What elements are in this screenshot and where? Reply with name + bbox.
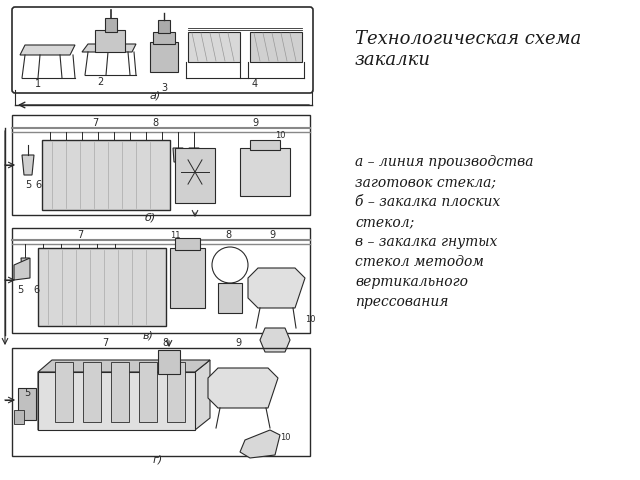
Polygon shape [21,258,29,270]
Polygon shape [189,148,199,162]
Bar [12,228,310,333]
Polygon shape [20,45,75,55]
Text: 5: 5 [25,180,31,190]
Bar [95,30,125,52]
Bar [175,238,200,250]
Bar [83,362,101,422]
Bar [167,362,185,422]
Polygon shape [45,148,55,162]
Text: а – линия производства
заготовок стекла;
б – закалка плоских
стекол;
в – закалка: а – линия производства заготовок стекла;… [355,155,534,309]
Text: 3: 3 [161,83,167,93]
Polygon shape [93,148,103,162]
Text: 5: 5 [24,388,30,398]
Bar [240,148,290,196]
Text: 10: 10 [305,315,316,324]
Bar [170,248,205,308]
Bar [18,388,36,420]
Polygon shape [77,148,87,162]
Text: 6: 6 [33,285,39,295]
Text: б): б) [145,213,156,223]
Polygon shape [57,258,65,270]
Text: в): в) [143,331,154,341]
Polygon shape [141,148,151,162]
Bar [158,350,180,374]
Polygon shape [260,328,290,352]
Text: 5: 5 [17,285,23,295]
Polygon shape [38,360,210,430]
Text: 8: 8 [225,230,231,240]
Bar [111,362,129,422]
Text: а): а) [149,90,161,100]
Bar [12,115,310,215]
Polygon shape [157,148,167,162]
Bar [158,20,170,33]
Polygon shape [111,258,119,270]
Bar [153,32,175,44]
Bar [38,248,166,326]
Bar [139,362,157,422]
Bar [42,140,170,210]
Polygon shape [38,360,210,372]
Text: 9: 9 [269,230,275,240]
Text: г): г) [153,455,163,465]
Bar [175,148,215,203]
Text: Технологическая схема
закалки: Технологическая схема закалки [355,30,581,69]
Bar [218,283,242,313]
Polygon shape [248,268,305,308]
Polygon shape [93,258,101,270]
Text: 4: 4 [252,79,258,89]
Bar [38,372,195,430]
Text: 11: 11 [170,230,180,240]
Polygon shape [173,148,183,162]
Text: 9: 9 [252,118,258,128]
Text: 10: 10 [280,433,291,443]
Polygon shape [109,148,119,162]
Bar [150,42,178,72]
Text: 7: 7 [102,338,108,348]
Polygon shape [61,148,71,162]
Text: 9: 9 [235,338,241,348]
Text: 2: 2 [97,77,103,87]
Polygon shape [39,258,47,270]
Bar [55,362,73,422]
Bar [105,18,117,32]
Bar [12,348,310,456]
Polygon shape [82,44,136,52]
Bar [14,410,24,424]
Text: 8: 8 [152,118,158,128]
Polygon shape [14,258,30,280]
Polygon shape [125,148,135,162]
Bar [188,32,240,62]
Polygon shape [75,258,83,270]
Polygon shape [208,368,278,408]
Text: 7: 7 [77,230,83,240]
Text: 7: 7 [92,118,98,128]
Text: 8: 8 [162,338,168,348]
Text: 1: 1 [35,79,41,89]
Bar [250,140,280,150]
Polygon shape [240,430,280,458]
Text: 10: 10 [275,131,285,140]
Bar [250,32,302,62]
Polygon shape [22,155,34,175]
Text: 6: 6 [35,180,41,190]
